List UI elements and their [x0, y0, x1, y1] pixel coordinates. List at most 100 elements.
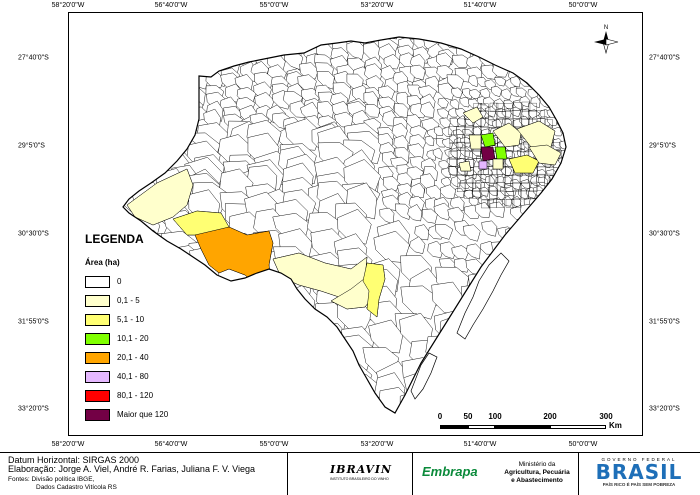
municipality-border: [489, 102, 499, 112]
legend-label: Maior que 120: [117, 410, 169, 419]
municipality: [123, 119, 135, 154]
municipality-border: [497, 111, 507, 120]
municipality: [332, 82, 352, 102]
municipality: [285, 334, 325, 370]
municipality-colored: [492, 122, 522, 148]
municipality: [274, 328, 312, 361]
legend-swatch: [85, 313, 110, 326]
municipality: [434, 224, 454, 240]
municipality: [508, 54, 524, 71]
municipality-border: [464, 151, 473, 160]
tick-bottom-5: 51°40'0"W: [463, 441, 497, 448]
municipality: [410, 182, 425, 198]
municipality: [123, 37, 127, 42]
state-outline: [122, 36, 567, 414]
ministerio-line-2: Agricultura, Pecuária: [504, 469, 570, 476]
legend-subtitle: Área (ha): [85, 258, 120, 267]
municipality: [549, 174, 566, 191]
municipality: [556, 182, 566, 198]
tick-left-1: 27°40'0"S: [18, 54, 49, 62]
municipality: [431, 359, 464, 393]
municipality: [220, 307, 254, 342]
municipality: [513, 257, 530, 272]
north-arrow-icon: N: [592, 22, 620, 56]
scale-segment: [468, 425, 495, 429]
municipality: [450, 196, 465, 212]
municipality: [252, 397, 289, 413]
state-map: [122, 36, 567, 414]
municipality: [459, 96, 471, 108]
municipality: [123, 72, 132, 92]
municipality: [520, 204, 537, 219]
municipality: [521, 242, 540, 259]
municipality: [196, 370, 230, 404]
legend-swatch: [85, 389, 110, 402]
municipality-border: [495, 181, 505, 191]
municipality-border: [489, 174, 499, 184]
municipality: [450, 176, 461, 188]
municipality: [446, 74, 464, 90]
municipality: [414, 224, 430, 241]
municipality: [187, 38, 206, 57]
municipality: [510, 37, 528, 39]
municipality-border: [529, 183, 538, 192]
municipality-border: [449, 166, 458, 175]
municipality-border: [448, 126, 457, 135]
municipality-border: [448, 151, 458, 160]
municipality-border: [537, 166, 546, 176]
municipality-border: [496, 199, 505, 208]
municipality: [538, 244, 557, 260]
legend-label: 0,1 - 5: [117, 296, 140, 305]
municipality: [494, 77, 507, 87]
municipality: [398, 37, 418, 40]
municipality: [126, 113, 164, 146]
municipality: [161, 110, 180, 127]
municipality-border: [489, 183, 498, 192]
municipality: [433, 202, 452, 221]
municipality: [190, 352, 226, 387]
legend-item: 0,1 - 5: [85, 291, 195, 310]
municipality-border: [471, 174, 481, 183]
municipality: [223, 286, 258, 317]
municipality-border: [464, 174, 474, 184]
municipality: [542, 76, 558, 92]
municipality-colored: [516, 120, 556, 148]
municipality: [395, 203, 411, 220]
municipality: [193, 325, 227, 360]
municipality: [195, 303, 234, 337]
legend-items: 0 0,1 - 5 5,1 - 10 10,1 - 20 20,1 - 40 4…: [85, 272, 195, 424]
scale-segment: [550, 425, 606, 429]
municipality: [547, 206, 564, 222]
municipality: [124, 104, 145, 120]
municipality: [407, 204, 423, 222]
municipality-border: [472, 150, 481, 159]
municipality: [522, 37, 538, 48]
north-label: N: [604, 25, 608, 31]
municipality: [255, 356, 288, 391]
municipality-colored: [362, 262, 386, 318]
municipality: [400, 285, 439, 320]
municipality: [381, 37, 398, 40]
municipality: [466, 243, 481, 260]
municipality-border: [480, 103, 489, 112]
municipality-border: [480, 182, 490, 191]
municipality-border: [472, 183, 481, 192]
municipality-border: [472, 190, 481, 199]
municipality: [533, 205, 550, 221]
municipality: [141, 37, 162, 55]
municipality-border: [473, 166, 482, 176]
municipality: [368, 319, 404, 354]
municipality: [169, 81, 190, 101]
municipality: [221, 37, 239, 42]
municipality: [538, 258, 554, 275]
municipality: [541, 195, 559, 213]
municipality: [409, 64, 426, 81]
municipality: [297, 37, 316, 44]
municipality: [509, 106, 522, 118]
municipality: [207, 37, 227, 38]
scale-tick-0: 0: [437, 412, 443, 421]
municipality: [123, 160, 127, 197]
municipality-border: [464, 190, 473, 199]
municipality: [555, 261, 566, 277]
municipality: [485, 302, 518, 340]
